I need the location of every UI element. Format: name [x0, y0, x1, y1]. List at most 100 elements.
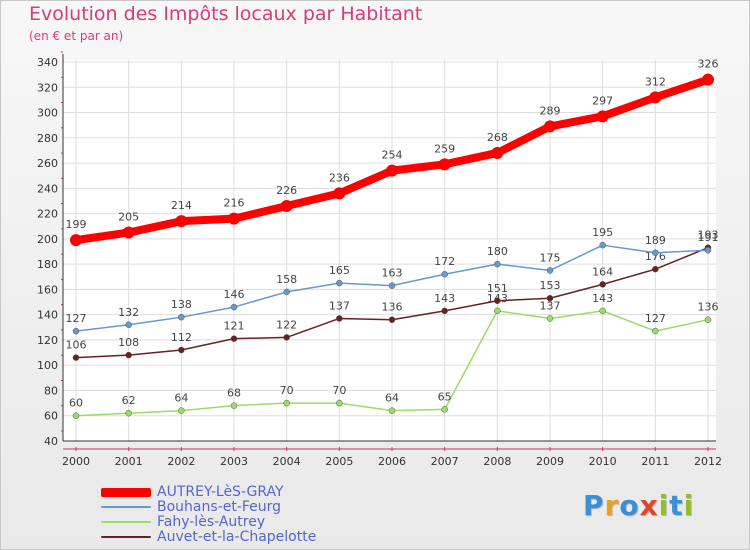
logo-letter: i	[683, 489, 695, 522]
data-point	[599, 241, 606, 249]
x-tick-label: 2003	[220, 455, 248, 468]
data-label: 195	[592, 226, 613, 239]
series-0: 199 205 214 216 226 236 254 259 268 289 297 312 326	[66, 58, 719, 247]
data-point	[438, 158, 451, 171]
data-point	[283, 399, 290, 407]
data-label: 143	[434, 292, 455, 305]
data-label: 121	[224, 320, 245, 333]
y-tick-label: 220	[37, 208, 58, 221]
y-tick-label: 140	[37, 309, 58, 322]
data-point	[546, 315, 554, 322]
series-1: 127 132 138 146 158 165 163 172 180 175 195 189 191	[66, 226, 719, 335]
data-label: 127	[66, 312, 87, 325]
y-tick-label: 300	[37, 107, 58, 120]
data-label: 138	[171, 298, 192, 311]
data-label: 268	[487, 131, 508, 144]
data-point	[649, 91, 662, 104]
data-point	[175, 215, 188, 228]
data-point	[652, 327, 659, 335]
data-label: 137	[329, 299, 350, 312]
data-label: 326	[698, 58, 719, 71]
y-tick-label: 180	[37, 258, 58, 271]
logo-letter: r	[604, 489, 620, 522]
x-tick-label: 2006	[378, 455, 406, 468]
y-tick-label: 200	[37, 233, 58, 246]
plot-area	[63, 60, 716, 441]
x-tick-label: 2012	[694, 455, 722, 468]
data-point	[336, 315, 343, 322]
logo-letter: t	[669, 489, 684, 522]
y-tick-label: 320	[37, 81, 58, 94]
data-label: 143	[592, 292, 613, 305]
x-tick-label: 2007	[431, 455, 459, 468]
data-point	[652, 249, 659, 257]
x-tick-label: 2000	[62, 455, 90, 468]
data-label: 236	[329, 171, 350, 184]
data-label: 108	[118, 336, 139, 349]
data-point	[72, 327, 80, 335]
legend-swatch	[101, 506, 151, 508]
data-label: 216	[224, 197, 245, 210]
data-point	[336, 399, 343, 407]
y-tick-label: 120	[37, 334, 58, 347]
x-tick-label: 2009	[536, 455, 564, 468]
data-label: 112	[171, 331, 192, 344]
series-3: 106 108 112 121 122 137 136 143 151 153 164 176 193	[66, 229, 719, 361]
legend-swatch	[101, 536, 151, 538]
data-point	[178, 407, 185, 414]
legend-label: Bouhans-et-Feurg	[157, 499, 282, 515]
data-label: 106	[66, 339, 87, 352]
x-tick-label: 2010	[589, 455, 617, 468]
data-label: 70	[332, 384, 346, 397]
data-label: 146	[224, 288, 245, 301]
data-label: 297	[592, 94, 613, 107]
data-label: 65	[438, 390, 452, 403]
legend-label: AUTREY-LèS-GRAY	[157, 484, 284, 500]
data-label: 68	[227, 387, 241, 400]
data-point	[228, 212, 240, 225]
chart-subtitle: (en € et par an)	[29, 29, 124, 43]
data-label: 180	[487, 245, 508, 258]
data-label: 175	[540, 251, 561, 264]
data-point	[546, 267, 554, 274]
x-tick-label: 2008	[483, 455, 511, 468]
data-point	[494, 297, 501, 305]
logo-letter: x	[639, 489, 659, 522]
data-point	[72, 354, 80, 361]
data-label: 205	[118, 211, 139, 224]
data-point	[230, 335, 238, 342]
data-point	[494, 307, 501, 315]
data-label: 214	[171, 199, 192, 212]
data-label: 70	[280, 384, 294, 397]
data-label: 132	[118, 306, 139, 319]
data-point	[178, 346, 185, 354]
data-label: 137	[540, 299, 561, 312]
data-point	[441, 406, 448, 413]
data-point	[283, 288, 290, 296]
x-tick-label: 2004	[273, 455, 301, 468]
y-tick-label: 240	[37, 182, 58, 195]
x-tick-label: 2005	[325, 455, 353, 468]
data-label: 127	[645, 312, 666, 325]
y-tick-label: 100	[37, 359, 58, 372]
data-point	[283, 334, 290, 341]
legend-label: Fahy-lès-Autrey	[157, 514, 266, 530]
grid	[63, 60, 716, 442]
y-tick-label: 340	[37, 56, 58, 69]
data-point	[125, 409, 132, 417]
data-label: 151	[487, 282, 508, 295]
data-label: 64	[174, 392, 188, 405]
data-point	[596, 110, 609, 123]
data-point	[386, 164, 398, 177]
data-label: 312	[645, 75, 666, 88]
data-label: 153	[540, 279, 561, 292]
data-label: 289	[540, 104, 561, 117]
legend-swatch	[101, 521, 151, 523]
data-label: 199	[66, 218, 87, 231]
y-tick-label: 160	[37, 283, 58, 296]
data-label: 193	[698, 229, 719, 242]
series-2: 60 62 64 68 70 70 64 65 143 137 143 127 136	[69, 292, 719, 419]
data-point	[125, 321, 132, 329]
